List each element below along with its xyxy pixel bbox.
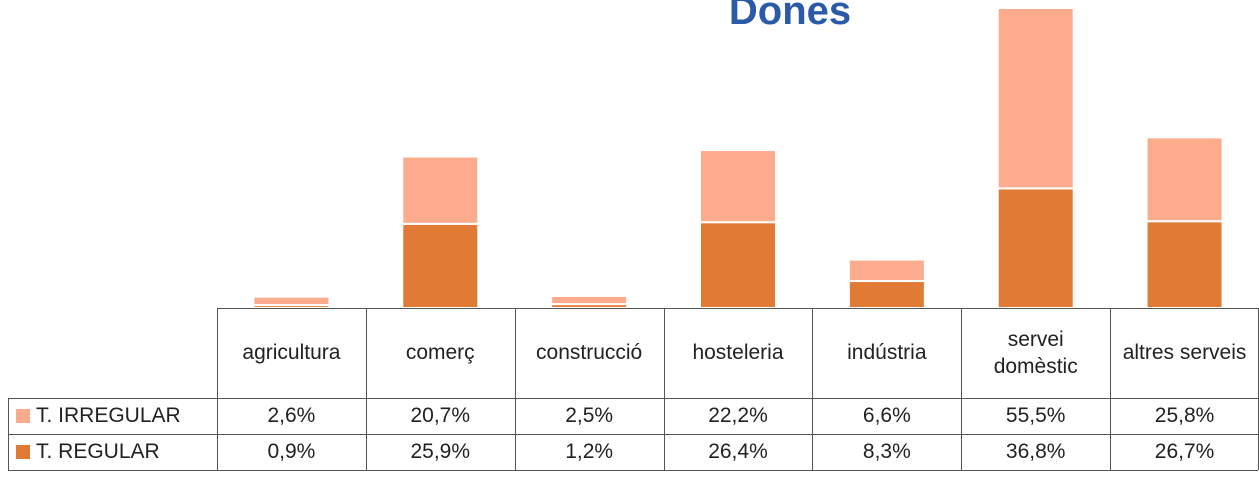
bar-segment: [699, 149, 777, 224]
bar-segment: [996, 187, 1075, 309]
category-text: indústria: [847, 341, 927, 365]
bar-segment: [550, 294, 629, 306]
chart: Dones: [252, 0, 1224, 310]
category-label: servei domèstic: [961, 308, 1110, 398]
bar-segment: [1145, 220, 1224, 310]
table-border: [663, 308, 665, 470]
category-label: altres serveis: [1110, 308, 1259, 398]
table-border: [8, 470, 1258, 471]
category-text: comerç: [405, 341, 475, 365]
table-border: [365, 308, 367, 470]
category-label: agricultura: [217, 308, 366, 398]
table-border: [217, 308, 218, 470]
legend-label: T. REGULAR: [36, 440, 160, 463]
category-text: agricultura: [242, 341, 341, 365]
bar-segment: [252, 295, 331, 307]
table-border: [1110, 308, 1112, 470]
table-border: [812, 308, 814, 470]
bar-segment: [1145, 136, 1224, 223]
legend-entry: T. REGULAR: [8, 434, 217, 470]
bar-segment: [996, 7, 1075, 190]
value-label: 25,9%: [410, 440, 471, 463]
value-label: 8,3%: [862, 440, 911, 463]
value-label: 20,7%: [410, 404, 471, 427]
bar-segment: [847, 280, 926, 309]
value-label: 26,4%: [708, 440, 768, 463]
table-border: [8, 434, 1258, 435]
category-label: construcció: [515, 308, 664, 398]
category-text: construcció: [536, 341, 643, 365]
table-border: [961, 308, 963, 470]
category-text: hosteleria: [692, 341, 784, 365]
table-border: [514, 308, 516, 470]
table-border: [217, 308, 1258, 309]
bar-segment: [401, 155, 480, 225]
table-border: [8, 398, 9, 470]
value-label: 55,5%: [1005, 404, 1066, 427]
bar-segment: [699, 221, 777, 309]
chart-title: Dones: [729, 0, 851, 33]
category-label: hosteleria: [664, 308, 813, 398]
table-border: [8, 398, 1258, 399]
legend-swatch: [16, 409, 30, 423]
legend-label: T. IRREGULAR: [36, 404, 181, 427]
bar-segment: [401, 222, 480, 309]
value-label: 25,8%: [1154, 404, 1215, 427]
category-text: servei domèstic: [993, 327, 1078, 378]
value-label: 22,2%: [708, 404, 768, 427]
value-label: 26,7%: [1154, 440, 1215, 463]
value-label: 1,2%: [565, 440, 614, 463]
category-label: comerç: [366, 308, 515, 398]
bar-segment: [847, 258, 926, 283]
category-label: indústria: [812, 308, 961, 398]
legend-swatch: [16, 445, 30, 459]
value-label: 2,5%: [565, 404, 614, 427]
category-text: altres serveis: [1122, 341, 1247, 365]
value-label: 6,6%: [862, 404, 911, 427]
value-label: 36,8%: [1005, 440, 1066, 463]
legend-entry: T. IRREGULAR: [8, 398, 217, 434]
value-label: 2,6%: [267, 404, 316, 427]
value-label: 0,9%: [267, 440, 316, 463]
